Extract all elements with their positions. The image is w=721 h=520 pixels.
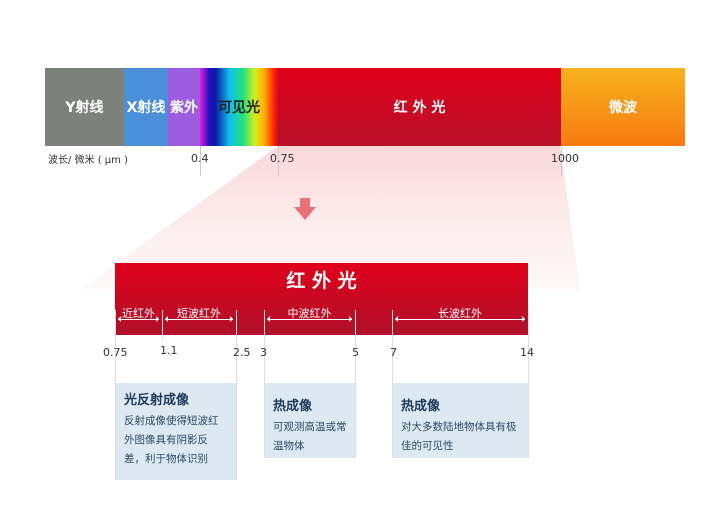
segment-visible: 可见光 — [200, 68, 278, 146]
tick-label: 0.4 — [191, 152, 209, 165]
segment-microwave: 微波 — [561, 68, 685, 146]
tick-label: 2.5 — [233, 346, 251, 359]
band-near-ir: 近红外 — [122, 307, 155, 320]
tick-label: 7 — [390, 346, 397, 359]
tick-label: 1.1 — [160, 344, 178, 357]
info-box-reflective: 光反射成像 反射成像使得短波红外图像具有阴影反差，利于物体识别 — [116, 383, 236, 480]
tick-label: 0.75 — [103, 346, 128, 359]
segment-xray: X射线 — [124, 68, 168, 146]
segment-uv: 紫外 — [168, 68, 200, 146]
info-box-thermal-mid: 热成像 可观测高温或常温物体 — [265, 383, 355, 458]
tick-label: 5 — [352, 346, 359, 359]
segment-infrared: 红 外 光 — [278, 68, 561, 146]
box-title: 光反射成像 — [124, 393, 190, 408]
tick-label: 1000 — [551, 152, 579, 165]
axis-label: 波长/ 微米 ( μm ) — [48, 155, 128, 166]
band-long-wave-ir: 长波红外 — [438, 307, 482, 320]
box-title: 热成像 — [401, 399, 441, 414]
box-text: 对大多数陆地物体具有极佳的可见性 — [401, 421, 517, 452]
box-title: 热成像 — [273, 399, 313, 414]
tick-label: 3 — [260, 346, 267, 359]
band-mid-wave-ir: 中波红外 — [287, 307, 332, 320]
tick-label: 14 — [520, 346, 534, 359]
box-text: 可观测高温或常温物体 — [273, 421, 347, 452]
infrared-bar — [115, 263, 528, 335]
info-box-thermal-long: 热成像 对大多数陆地物体具有极佳的可见性 — [393, 383, 528, 458]
infrared-title: 红 外 光 — [286, 270, 357, 292]
box-text: 反射成像使得短波红外图像具有阴影反差，利于物体识别 — [124, 415, 219, 465]
down-arrow-icon — [294, 198, 316, 220]
segment-gamma: Y射线 — [45, 68, 124, 146]
band-short-wave-ir: 短波红外 — [177, 307, 221, 320]
tick-label: 0.75 — [270, 152, 295, 165]
